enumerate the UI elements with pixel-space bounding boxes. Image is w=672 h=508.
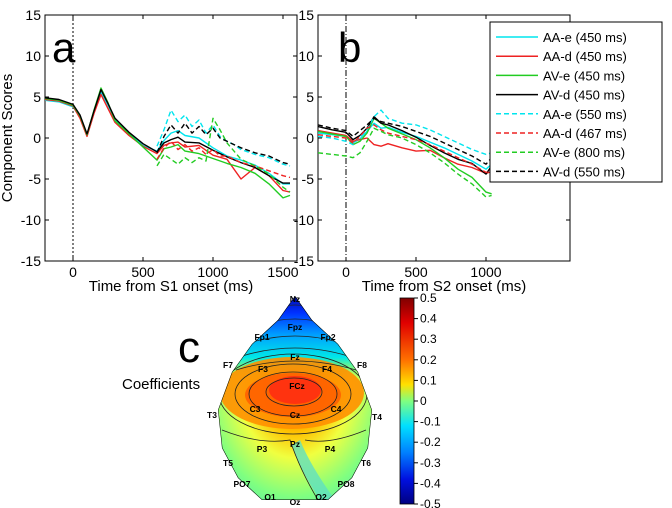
legend-label: AA-e (550 ms) [543,107,627,122]
electrode-label: F7 [223,360,233,370]
panel-b-letter: b [338,24,361,71]
colorbar-tick-label: 0.3 [420,332,437,346]
electrode-label: FCz [289,381,305,391]
electrode-label: O1 [264,492,276,502]
y-tick-label: -15 [21,253,41,269]
electrode-label: Nz [290,294,300,304]
colorbar-tick-label: -0.5 [420,497,441,508]
y-tick-label: -15 [294,253,314,269]
electrode-label: PO8 [337,479,354,489]
colorbar-tick-label: -0.3 [420,456,441,470]
panel-b-xlabel: Time from S2 onset (ms) [362,278,526,295]
electrode-label: T3 [207,410,217,420]
electrode-label: F8 [357,360,367,370]
electrode-label: T6 [361,458,371,468]
colorbar-tick-label: 0 [420,394,427,408]
electrode-label: C4 [331,404,342,414]
legend-label: AA-d (467 ms) [543,126,627,141]
y-tick-label: 15 [25,7,41,23]
x-tick-label: 0 [342,264,350,280]
colorbar-tick-label: 0.1 [420,373,437,387]
legend: AA-e (450 ms) AA-d (450 ms) AV-e (450 ms) A… [489,21,663,183]
electrode-label: Oz [290,497,301,507]
colorbar-tick-label: 0.4 [420,312,437,326]
electrode-label: T4 [372,412,382,422]
y-tick-label: 15 [298,7,314,23]
legend-label: AV-d (450 ms) [543,88,625,103]
panel-b-series-7 [318,127,492,198]
panel-b-series-6 [318,124,492,174]
electrode-label: P4 [325,444,336,454]
electrode-label: Cz [290,410,300,420]
electrode-labels: Nz Fpz Fp1 Fp2 F7 F3 Fz F4 F8 T3 C3 Cz FCz C4 T4 T5 P3 Pz… [207,294,382,507]
y-tick-label: 5 [33,89,41,105]
electrode-label: Fp2 [320,332,335,342]
panel-b-series-5 [318,109,492,156]
x-tick-label: 500 [404,264,428,280]
electrode-label: F3 [258,364,268,374]
colorbar-tick-label: 0.5 [420,291,437,305]
y-tick-label: -10 [294,212,314,228]
y-tick-label: 10 [298,48,314,64]
colorbar-tick-label: -0.4 [420,476,441,490]
x-tick-label: 1500 [267,264,298,280]
electrode-label: C3 [250,404,261,414]
electrode-label: Fp1 [254,332,269,342]
panel-a-series-7 [156,117,291,193]
panel-a: -15 -10 -5 0 5 10 15 0 500 1000 1500 a Time from S… [21,7,299,295]
colorbar-ticks: 0.5 0.4 0.3 0.2 0.1 0 -0.1 -0.2 -0.3 -0.4 -0.5 [414,291,441,508]
panel-a-series-8 [156,122,291,165]
legend-label: AV-e (450 ms) [543,68,625,83]
electrode-label: Fz [290,352,299,362]
electrode-label: Fpz [288,322,303,332]
y-tick-label: 0 [306,130,314,146]
panel-a-series-5 [156,109,291,167]
panel-b-series-4 [318,115,493,175]
legend-label: AV-d (550 ms) [543,164,625,179]
panel-a-frame [44,14,298,262]
electrode-label: PO7 [233,479,250,489]
colorbar [399,297,415,505]
colorbar-tick-label: 0.2 [420,353,437,367]
colorbar-tick-label: -0.1 [420,415,441,429]
panel-b-series-2 [318,129,492,175]
electrode-label: Pz [290,439,300,449]
panel-b-series-8 [318,117,493,165]
legend-box [489,21,663,183]
y-tick-label: -10 [21,212,41,228]
electrode-label: F4 [322,364,332,374]
y-tick-label: 5 [306,89,314,105]
legend-label: AA-d (450 ms) [543,49,627,64]
y-tick-label: -5 [302,171,315,187]
panel-a-xlabel: Time from S1 onset (ms) [89,278,253,295]
colorbar-tick-label: -0.2 [420,435,441,449]
x-tick-label: 1000 [197,264,228,280]
electrode-label: P3 [257,444,268,454]
x-tick-label: 500 [131,264,155,280]
y-tick-label: -5 [29,171,42,187]
x-tick-label: 1000 [470,264,501,280]
y-tick-label: 10 [25,48,41,64]
panel-c-letter: c [178,323,200,372]
legend-label: AA-e (450 ms) [543,30,627,45]
legend-label: AV-e (800 ms) [543,145,625,160]
panel-a-series-6 [156,140,291,179]
y-tick-label: 0 [33,130,41,146]
y-axis-label: Component Scores [0,74,16,202]
coefficients-label: Coefficients [122,376,200,393]
panel-a-letter: a [52,24,76,71]
electrode-label: T5 [223,458,233,468]
electrode-label: O2 [315,492,327,502]
x-tick-label: 0 [69,264,77,280]
